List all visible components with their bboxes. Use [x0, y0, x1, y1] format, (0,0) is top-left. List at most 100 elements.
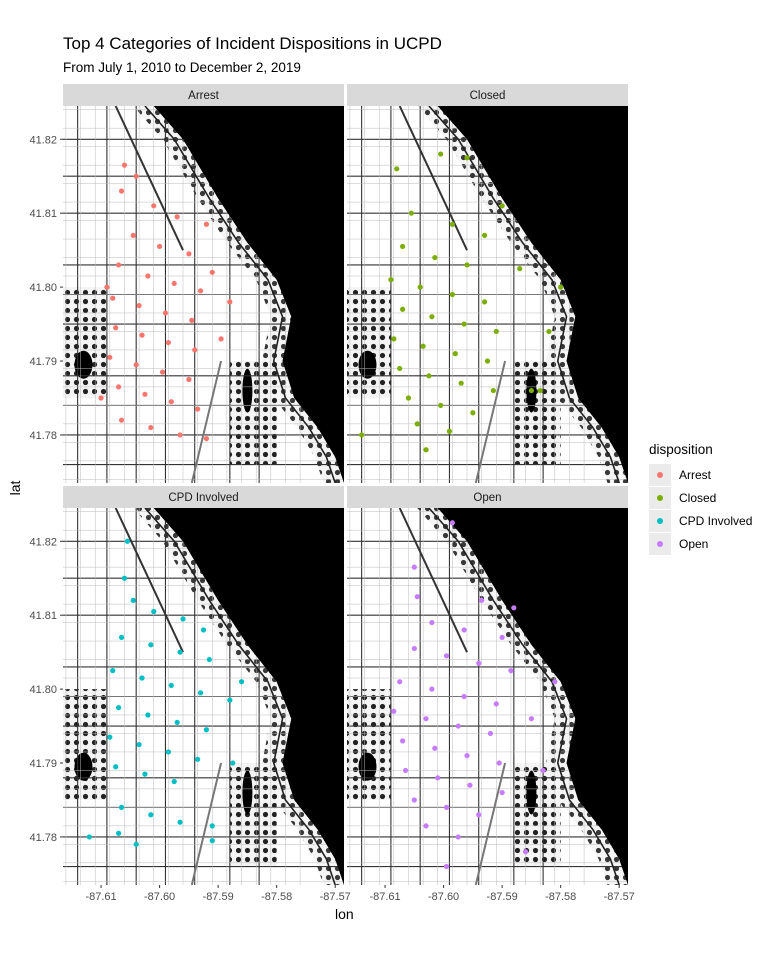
data-point: [151, 608, 157, 615]
lakeside-park: [133, 106, 344, 483]
data-point: [496, 760, 502, 766]
data-point: [432, 254, 438, 261]
data-point: [476, 660, 482, 666]
y-tick-label: 41.79: [29, 758, 57, 770]
y-tick-label: 41.78: [29, 832, 57, 844]
data-point: [443, 863, 450, 870]
data-point: [452, 351, 458, 357]
data-point: [443, 653, 450, 659]
lagoon-west: [358, 752, 377, 781]
data-point: [86, 834, 92, 840]
lake-shore-drive: [428, 106, 620, 483]
data-point: [470, 410, 476, 416]
data-point: [449, 291, 455, 298]
basemap: [63, 508, 344, 885]
data-point: [461, 321, 467, 327]
basemap: [347, 106, 628, 483]
legend-label: Open: [679, 536, 709, 551]
lake-shore-drive: [428, 508, 620, 885]
data-point: [104, 284, 110, 290]
data-point: [423, 716, 429, 722]
data-point: [400, 738, 406, 744]
data-point: [159, 369, 166, 375]
data-point: [113, 764, 119, 770]
data-point: [121, 575, 128, 581]
jackson-park: [229, 763, 277, 867]
data-point: [429, 619, 435, 626]
legend-dot-icon: [657, 540, 663, 547]
facet-strip-label: CPD Involved: [168, 492, 238, 504]
data-point: [165, 339, 171, 346]
basemap: [63, 106, 344, 483]
data-point: [359, 432, 365, 438]
data-point: [130, 232, 136, 238]
data-point: [493, 328, 499, 335]
data-point: [203, 221, 210, 227]
legend: disposition Arrest Closed CPD Involved O…: [649, 442, 752, 555]
data-point: [420, 343, 426, 349]
data-point: [397, 679, 403, 685]
data-point: [481, 299, 488, 305]
data-point: [209, 823, 215, 829]
x-tick-label: -87.57: [320, 891, 351, 903]
data-point: [148, 424, 154, 431]
data-point: [133, 173, 139, 179]
data-point: [479, 597, 485, 604]
washington-park: [347, 287, 391, 398]
data-point: [517, 266, 523, 272]
data-point: [145, 712, 151, 718]
data-point: [408, 210, 414, 216]
legend-label: Arrest: [679, 467, 712, 482]
data-point: [411, 564, 417, 570]
data-point: [121, 162, 128, 168]
legend-label: Closed: [679, 490, 717, 505]
facet-panel-closed: Closed: [347, 84, 628, 483]
jackson-park: [513, 361, 561, 465]
data-point: [227, 697, 233, 703]
data-point: [438, 402, 444, 408]
y-tick-label: 41.79: [29, 356, 57, 368]
data-point: [200, 627, 207, 633]
data-point: [455, 834, 461, 840]
data-point: [537, 387, 543, 394]
data-point: [230, 760, 236, 766]
x-tick-label: -87.60: [428, 891, 459, 903]
x-tick-label: -87.58: [261, 891, 292, 903]
metra-line: [474, 762, 507, 885]
facet-strip: [63, 486, 344, 508]
lake-michigan-overlay: [153, 106, 344, 483]
data-point: [481, 232, 488, 238]
legend-item-arrest: Arrest: [649, 463, 752, 486]
legend-key: [649, 509, 671, 532]
data-point: [484, 358, 491, 364]
data-point: [186, 376, 192, 383]
data-point: [107, 354, 113, 360]
data-point: [206, 656, 212, 663]
data-point: [449, 221, 455, 227]
legend-dot-icon: [657, 494, 663, 501]
data-point: [209, 838, 215, 844]
data-point: [142, 771, 148, 777]
data-point: [197, 690, 204, 696]
x-tick-label: -87.57: [604, 891, 635, 903]
data-point: [499, 789, 505, 796]
lagoon-west: [74, 752, 93, 781]
data-point: [116, 704, 122, 711]
x-tick-label: -87.58: [545, 891, 576, 903]
data-point: [133, 841, 139, 847]
washington-park: [63, 689, 107, 800]
data-point: [499, 634, 505, 640]
data-point: [186, 251, 192, 257]
facet-strip-label: Closed: [470, 90, 506, 102]
data-point: [148, 642, 154, 648]
legend-title: disposition: [649, 442, 713, 457]
facet-strip: [347, 84, 628, 106]
data-point: [411, 797, 417, 803]
lake-shore-drive: [144, 508, 336, 885]
facet-strip-label: Arrest: [188, 90, 219, 102]
lagoon-west: [74, 350, 93, 379]
railway: [114, 508, 184, 653]
data-point: [165, 749, 171, 755]
data-point: [168, 399, 174, 405]
y-tick-label: 41.80: [29, 684, 57, 696]
